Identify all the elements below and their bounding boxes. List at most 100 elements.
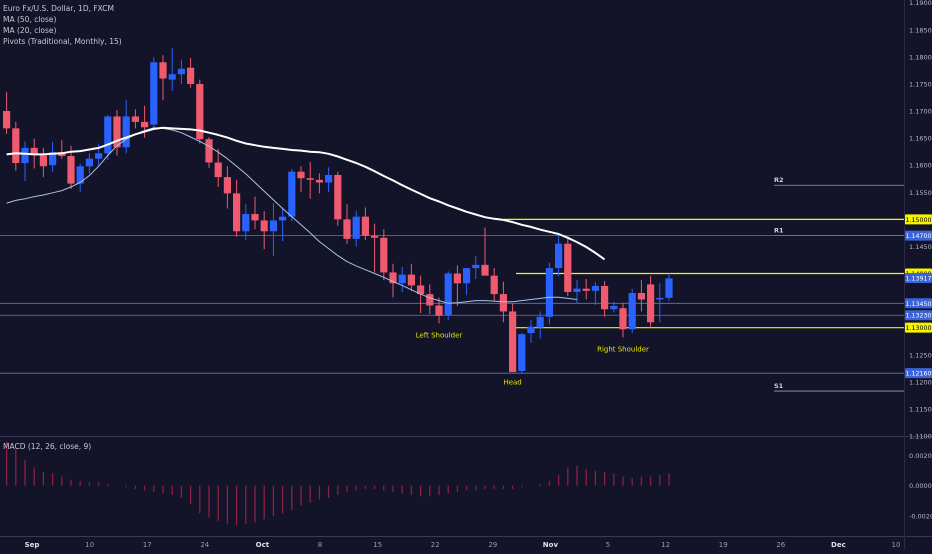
- time-tick-label: 10: [85, 541, 94, 549]
- candle-body[interactable]: [113, 116, 121, 148]
- candle-body[interactable]: [168, 74, 176, 80]
- candle-body[interactable]: [610, 306, 618, 310]
- candle-body[interactable]: [30, 147, 38, 155]
- candle-body[interactable]: [463, 268, 471, 284]
- candle-body[interactable]: [527, 326, 535, 334]
- candle-body[interactable]: [49, 152, 57, 166]
- candle-body[interactable]: [21, 147, 29, 164]
- candle-body[interactable]: [141, 121, 149, 128]
- price-tag-text: 1.12160: [905, 371, 931, 378]
- candle-body[interactable]: [104, 116, 112, 154]
- candle-body[interactable]: [380, 237, 388, 273]
- candle-body[interactable]: [444, 273, 452, 316]
- candle-body[interactable]: [214, 162, 222, 178]
- candle-body[interactable]: [279, 216, 287, 221]
- candle-body[interactable]: [481, 264, 489, 276]
- candle-body[interactable]: [656, 297, 664, 300]
- price-tag: [905, 214, 932, 225]
- time-tick-label: Sep: [25, 541, 40, 549]
- candle-body[interactable]: [555, 243, 563, 269]
- candle-body[interactable]: [573, 288, 581, 292]
- candle-body[interactable]: [647, 284, 655, 323]
- candle-body[interactable]: [269, 220, 277, 232]
- time-tick-label: Oct: [256, 541, 270, 549]
- candle-body[interactable]: [407, 274, 415, 286]
- time-tick-label: 17: [143, 541, 152, 549]
- pivot-label: R2: [774, 176, 784, 184]
- candle-body[interactable]: [509, 311, 517, 373]
- price-tick-label: 1.15500: [909, 189, 932, 197]
- candle-body[interactable]: [233, 193, 241, 232]
- candle-body[interactable]: [3, 111, 11, 129]
- pattern-label: Right Shoulder: [597, 346, 649, 354]
- time-tick-label: 24: [200, 541, 209, 549]
- candle-body[interactable]: [223, 177, 231, 194]
- candle-body[interactable]: [518, 334, 526, 372]
- legend-ma50: MA (50, close): [3, 15, 57, 24]
- time-tick-label: Nov: [543, 541, 559, 549]
- candle-body[interactable]: [260, 220, 268, 232]
- candle-body[interactable]: [490, 275, 498, 295]
- macd-tick-label: 0.0020: [909, 452, 932, 460]
- candle-body[interactable]: [196, 83, 204, 140]
- time-tick-label: 26: [776, 541, 785, 549]
- candle-body[interactable]: [499, 294, 507, 312]
- candle-body[interactable]: [472, 264, 480, 269]
- candle-body[interactable]: [39, 155, 47, 167]
- candle-body[interactable]: [371, 235, 379, 238]
- candle-body[interactable]: [325, 174, 333, 183]
- candle-body[interactable]: [453, 273, 461, 284]
- price-tick-label: 1.12500: [909, 351, 932, 359]
- time-tick-label: 22: [431, 541, 440, 549]
- candle-body[interactable]: [177, 68, 185, 75]
- candle-body[interactable]: [334, 174, 342, 220]
- candle-body[interactable]: [352, 216, 360, 239]
- candle-body[interactable]: [361, 216, 369, 236]
- candle-body[interactable]: [435, 305, 443, 316]
- candle-body[interactable]: [398, 274, 406, 284]
- price-tag: [905, 322, 932, 333]
- candle-body[interactable]: [389, 272, 397, 284]
- ma50-line: [6, 126, 606, 261]
- price-tick-label: 1.11500: [909, 405, 932, 413]
- candle-body[interactable]: [85, 158, 93, 167]
- candle-body[interactable]: [67, 155, 75, 184]
- candle-body[interactable]: [12, 128, 20, 164]
- price-tick-label: 1.12000: [909, 378, 932, 386]
- candle-body[interactable]: [205, 139, 213, 163]
- candle-body[interactable]: [564, 243, 572, 292]
- time-axis: Sep101724Oct8152229Nov5121926Dec1017: [25, 541, 901, 549]
- candle-body[interactable]: [637, 293, 645, 300]
- candle-body[interactable]: [306, 178, 314, 180]
- candle-body[interactable]: [76, 166, 84, 184]
- legend: Euro Fx/U.S. Dollar, 1D, FXCM MA (50, cl…: [3, 3, 122, 47]
- candle-body[interactable]: [187, 67, 195, 84]
- candle-body[interactable]: [159, 62, 167, 79]
- candle-body[interactable]: [288, 171, 296, 217]
- candle-body[interactable]: [251, 213, 259, 221]
- candle-body[interactable]: [315, 179, 323, 183]
- price-tag-text: 1.13230: [905, 313, 931, 320]
- candle-body[interactable]: [426, 294, 434, 306]
- candle-body[interactable]: [343, 219, 351, 239]
- candle-body[interactable]: [95, 153, 103, 159]
- macd-tick-label: 0.0000: [909, 482, 932, 490]
- candle-body[interactable]: [628, 293, 636, 330]
- candle-body[interactable]: [131, 116, 139, 122]
- candle-body[interactable]: [122, 116, 130, 148]
- candle-body[interactable]: [242, 213, 250, 232]
- candle-body[interactable]: [536, 316, 544, 328]
- candle-body[interactable]: [582, 288, 590, 291]
- candle-body[interactable]: [601, 285, 609, 310]
- candle-body[interactable]: [545, 268, 553, 317]
- price-tick-label: 1.16000: [909, 162, 932, 170]
- candle-body[interactable]: [297, 171, 305, 179]
- candle-body[interactable]: [150, 62, 158, 125]
- pattern-annotations: Left Shoulder Head Right Shoulder: [416, 331, 649, 386]
- candle-body[interactable]: [417, 285, 425, 295]
- candle-body[interactable]: [591, 285, 599, 291]
- candle-body[interactable]: [619, 308, 627, 330]
- candle-body[interactable]: [665, 278, 673, 298]
